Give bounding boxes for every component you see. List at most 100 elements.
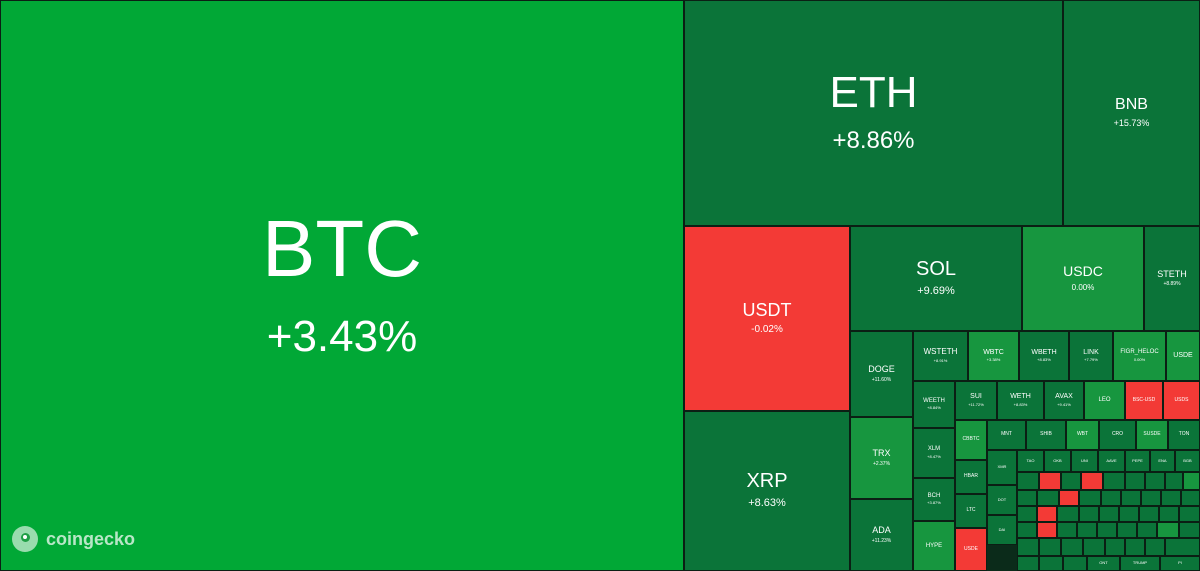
coin-tile-trump[interactable]: TRUMP (1120, 556, 1160, 571)
coin-tile-ada[interactable]: ADA +11.23% (850, 499, 913, 571)
minor-coin-tile[interactable] (1061, 538, 1083, 556)
coin-tile-sui[interactable]: SUI +11.72% (955, 381, 997, 420)
coin-tile-dai[interactable]: DAI (987, 515, 1017, 545)
minor-coin-tile[interactable] (1117, 522, 1137, 538)
minor-coin-tile[interactable] (1159, 506, 1179, 522)
coin-tile-weth[interactable]: WETH +8.83% (997, 381, 1044, 420)
minor-coin-tile[interactable] (1139, 506, 1159, 522)
minor-coin-tile[interactable] (1037, 506, 1057, 522)
coin-symbol: SUI (970, 393, 982, 401)
minor-coin-tile[interactable] (1105, 538, 1125, 556)
coin-tile-hype[interactable]: HYPE (913, 521, 955, 571)
coin-tile-sol[interactable]: SOL +9.69% (850, 226, 1022, 331)
minor-coin-tile[interactable] (1141, 490, 1161, 506)
coin-tile-xlm[interactable]: XLM +8.47% (913, 428, 955, 478)
minor-coin-tile[interactable] (1039, 556, 1063, 571)
coin-tile-usdt[interactable]: USDT -0.02% (684, 226, 850, 411)
minor-coin-tile[interactable] (1039, 472, 1061, 490)
coin-tile-tao[interactable]: TAO (1017, 450, 1044, 472)
coin-tile-wbeth[interactable]: WBETH +8.83% (1019, 331, 1069, 381)
coin-tile-bsc-usd[interactable]: BSC-USD (1125, 381, 1163, 420)
coin-tile-usde[interactable]: USDE (955, 528, 987, 571)
coin-tile-wbt[interactable]: WBT (1066, 420, 1099, 450)
coin-tile-trx[interactable]: TRX +2.37% (850, 417, 913, 499)
minor-coin-tile[interactable] (1179, 522, 1200, 538)
coin-tile-pepe[interactable]: PEPE (1125, 450, 1150, 472)
coin-tile-btc[interactable]: BTC +3.43% (0, 0, 684, 571)
minor-coin-tile[interactable] (1077, 522, 1097, 538)
minor-coin-tile[interactable] (1039, 538, 1061, 556)
coin-tile-usde[interactable]: USDE (1166, 331, 1200, 381)
coin-tile-susde[interactable]: SUSDE (1136, 420, 1168, 450)
minor-coin-tile[interactable] (1017, 490, 1037, 506)
minor-coin-tile[interactable] (1079, 490, 1101, 506)
minor-coin-tile[interactable] (1017, 538, 1039, 556)
coin-tile-doge[interactable]: DOGE +11.60% (850, 331, 913, 417)
coin-tile-xmr[interactable]: XMR (987, 450, 1017, 485)
coin-tile-uni[interactable]: UNI (1071, 450, 1098, 472)
minor-coin-tile[interactable] (1125, 472, 1145, 490)
minor-coin-tile[interactable] (1017, 472, 1039, 490)
minor-coin-tile[interactable] (1165, 472, 1183, 490)
minor-coin-tile[interactable] (1181, 490, 1200, 506)
coin-tile-wbtc[interactable]: WBTC +3.38% (968, 331, 1019, 381)
minor-coin-tile[interactable] (1017, 522, 1037, 538)
minor-coin-tile[interactable] (1101, 490, 1121, 506)
coin-tile-figr-heloc[interactable]: FIGR_HELOC 0.00% (1113, 331, 1166, 381)
minor-coin-tile[interactable] (1145, 472, 1165, 490)
minor-coin-tile[interactable] (1103, 472, 1125, 490)
coin-tile-bgb[interactable]: BGB (1175, 450, 1200, 472)
coin-tile-bch[interactable]: BCH +3.87% (913, 478, 955, 521)
coin-tile-weeth[interactable]: WEETH +8.84% (913, 381, 955, 428)
minor-coin-tile[interactable] (1057, 522, 1077, 538)
coin-tile-bnb[interactable]: BNB +15.73% (1063, 0, 1200, 226)
coin-tile-mnt[interactable]: MNT (987, 420, 1026, 450)
coin-tile-leo[interactable]: LEO (1084, 381, 1125, 420)
coin-tile-eth[interactable]: ETH +8.86% (684, 0, 1063, 226)
coin-tile-okb[interactable]: OKB (1044, 450, 1071, 472)
minor-coin-tile[interactable] (1017, 556, 1039, 571)
minor-coin-tile[interactable] (1099, 506, 1119, 522)
minor-coin-tile[interactable] (1059, 490, 1079, 506)
minor-coin-tile[interactable] (1179, 506, 1200, 522)
minor-coin-tile[interactable] (1079, 506, 1099, 522)
coin-tile-avax[interactable]: AVAX +9.41% (1044, 381, 1084, 420)
minor-coin-tile[interactable] (1183, 472, 1200, 490)
minor-coin-tile[interactable] (1061, 472, 1081, 490)
coin-tile-wsteth[interactable]: WSTETH +8.91% (913, 331, 968, 381)
minor-coin-tile[interactable] (1145, 538, 1165, 556)
coin-tile-usds[interactable]: USDS (1163, 381, 1200, 420)
minor-coin-tile[interactable] (1137, 522, 1157, 538)
coin-tile-cro[interactable]: CRO (1099, 420, 1136, 450)
coin-tile-shib[interactable]: SHIB (1026, 420, 1066, 450)
coin-tile-steth[interactable]: STETH +8.89% (1144, 226, 1200, 331)
minor-coin-tile[interactable] (1037, 490, 1059, 506)
minor-coin-tile[interactable] (1157, 522, 1179, 538)
coin-symbol: USDS (1174, 396, 1189, 403)
coin-tile-hbar[interactable]: HBAR (955, 460, 987, 494)
minor-coin-tile[interactable] (1057, 506, 1079, 522)
coin-tile-aave[interactable]: AAVE (1098, 450, 1125, 472)
coin-tile-cbbtc[interactable]: CBBTC (955, 420, 987, 460)
minor-coin-tile[interactable] (1125, 538, 1145, 556)
minor-coin-tile[interactable] (1083, 538, 1105, 556)
minor-coin-tile[interactable] (1161, 490, 1181, 506)
coin-tile-pi[interactable]: PI (1160, 556, 1200, 571)
minor-coin-tile[interactable] (1081, 472, 1103, 490)
coin-tile-xrp[interactable]: XRP +8.63% (684, 411, 850, 571)
coin-tile-usdc[interactable]: USDC 0.00% (1022, 226, 1144, 331)
coin-symbol: WBT (1076, 431, 1089, 438)
coin-tile-ena[interactable]: ENA (1150, 450, 1175, 472)
minor-coin-tile[interactable] (1165, 538, 1200, 556)
coin-tile-ont[interactable]: ONT (1087, 556, 1120, 571)
minor-coin-tile[interactable] (1037, 522, 1057, 538)
minor-coin-tile[interactable] (1097, 522, 1117, 538)
coin-tile-ton[interactable]: TON (1168, 420, 1200, 450)
coin-tile-link[interactable]: LINK +7.79% (1069, 331, 1113, 381)
minor-coin-tile[interactable] (1121, 490, 1141, 506)
coin-tile-ltc[interactable]: LTC (955, 494, 987, 528)
coin-tile-dot[interactable]: DOT (987, 485, 1017, 515)
minor-coin-tile[interactable] (1119, 506, 1139, 522)
minor-coin-tile[interactable] (1017, 506, 1037, 522)
minor-coin-tile[interactable] (1063, 556, 1087, 571)
